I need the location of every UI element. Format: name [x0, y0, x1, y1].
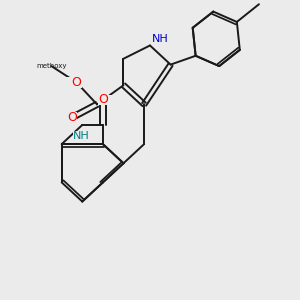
- Bar: [61, 77, 76, 88]
- Text: O: O: [71, 76, 81, 89]
- Text: O: O: [67, 111, 77, 124]
- Bar: [67, 112, 77, 123]
- Bar: [98, 94, 108, 105]
- Bar: [29, 61, 44, 71]
- Bar: [58, 112, 73, 123]
- Bar: [71, 77, 82, 88]
- Text: methoxy: methoxy: [36, 63, 67, 69]
- Text: NH: NH: [152, 34, 169, 44]
- Text: O: O: [98, 93, 108, 106]
- Bar: [106, 94, 121, 105]
- Bar: [152, 33, 168, 44]
- Text: NH: NH: [72, 131, 89, 141]
- Bar: [73, 131, 92, 142]
